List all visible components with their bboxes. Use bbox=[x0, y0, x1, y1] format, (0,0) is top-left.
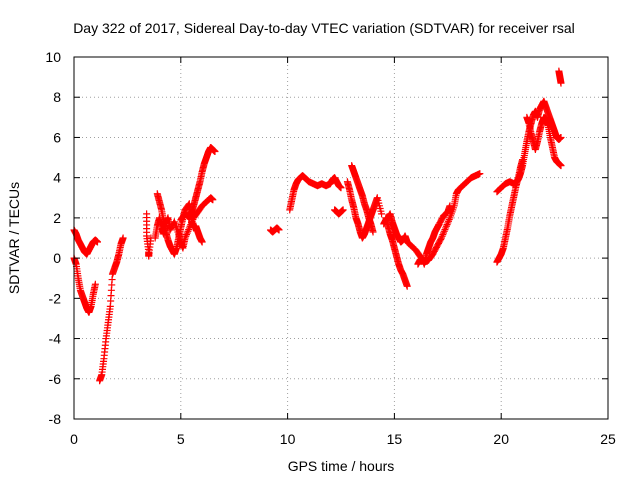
series-trace-j bbox=[331, 206, 347, 218]
x-tick-label: 5 bbox=[177, 431, 185, 447]
data-points bbox=[70, 67, 565, 385]
y-tick-label: -8 bbox=[49, 411, 62, 427]
x-tick-label: 15 bbox=[387, 431, 403, 447]
series-trace-h bbox=[267, 224, 283, 236]
data-point bbox=[186, 222, 194, 230]
data-point bbox=[443, 221, 451, 229]
data-point bbox=[440, 229, 448, 237]
axis-ticks: 0 5 10 15 20 25 -8 -6 -4 -2 0 2 4 6 8 10 bbox=[45, 49, 616, 447]
data-point bbox=[185, 226, 193, 234]
data-point bbox=[378, 210, 386, 218]
y-tick-label: -4 bbox=[49, 331, 62, 347]
data-point bbox=[211, 148, 219, 156]
data-point bbox=[182, 231, 190, 239]
series-trace-c bbox=[96, 234, 127, 385]
data-point bbox=[187, 221, 195, 229]
series-trace-f bbox=[151, 194, 217, 252]
data-point bbox=[437, 235, 445, 243]
data-point bbox=[440, 227, 448, 235]
x-tick-label: 0 bbox=[70, 431, 78, 447]
data-point bbox=[91, 280, 99, 288]
x-axis-label: GPS time / hours bbox=[288, 458, 395, 474]
data-point bbox=[183, 229, 191, 237]
series-trace-k bbox=[343, 178, 386, 242]
data-point bbox=[403, 282, 411, 290]
data-point bbox=[557, 162, 565, 170]
data-point bbox=[339, 206, 347, 214]
data-point bbox=[442, 222, 450, 230]
data-point bbox=[442, 224, 450, 232]
series-trace-i bbox=[286, 172, 345, 214]
y-tick-label: 8 bbox=[53, 89, 61, 105]
y-tick-label: -2 bbox=[49, 290, 62, 306]
data-point bbox=[119, 234, 127, 242]
series-trace-d bbox=[143, 210, 155, 260]
y-tick-label: 0 bbox=[53, 250, 61, 266]
series-trace-n bbox=[382, 214, 411, 290]
series-trace-b bbox=[70, 254, 99, 316]
chart-title: Day 322 of 2017, Sidereal Day-to-day VTE… bbox=[73, 20, 575, 36]
data-point bbox=[445, 216, 453, 224]
data-point bbox=[209, 196, 217, 204]
data-point bbox=[438, 232, 446, 240]
data-point bbox=[441, 226, 449, 234]
data-point bbox=[182, 232, 190, 240]
data-point bbox=[476, 170, 484, 178]
series-trace-q bbox=[493, 97, 565, 196]
y-tick-label: 4 bbox=[53, 170, 61, 186]
data-point bbox=[337, 184, 345, 192]
y-tick-label: -6 bbox=[49, 371, 62, 387]
y-tick-label: 6 bbox=[53, 129, 61, 145]
plot-frame bbox=[73, 56, 609, 420]
series-trace-l bbox=[348, 162, 377, 236]
x-tick-label: 25 bbox=[600, 431, 616, 447]
data-point bbox=[445, 217, 453, 225]
y-tick-label: 10 bbox=[45, 49, 61, 65]
series-trace-r bbox=[523, 113, 565, 170]
data-point bbox=[185, 224, 193, 232]
series-trace-m bbox=[380, 170, 484, 266]
data-point bbox=[198, 238, 206, 246]
y-axis-label: SDTVAR / TECUs bbox=[6, 182, 22, 294]
data-point bbox=[437, 234, 445, 242]
series-trace-s bbox=[555, 67, 565, 87]
data-point bbox=[446, 202, 454, 210]
series-trace-p bbox=[493, 156, 527, 266]
series-trace-a bbox=[70, 226, 101, 258]
data-point bbox=[557, 79, 565, 87]
data-point bbox=[93, 238, 101, 246]
x-tick-label: 20 bbox=[493, 431, 509, 447]
series-trace-o bbox=[414, 202, 454, 268]
data-point bbox=[184, 227, 192, 235]
y-tick-label: 2 bbox=[53, 210, 61, 226]
data-point bbox=[557, 133, 565, 141]
data-point bbox=[369, 228, 377, 236]
data-point bbox=[187, 219, 195, 227]
x-tick-label: 10 bbox=[280, 431, 296, 447]
series-trace-g bbox=[177, 144, 219, 224]
data-point bbox=[444, 219, 452, 227]
data-point bbox=[275, 226, 283, 234]
data-point bbox=[439, 231, 447, 239]
data-point bbox=[181, 234, 189, 242]
